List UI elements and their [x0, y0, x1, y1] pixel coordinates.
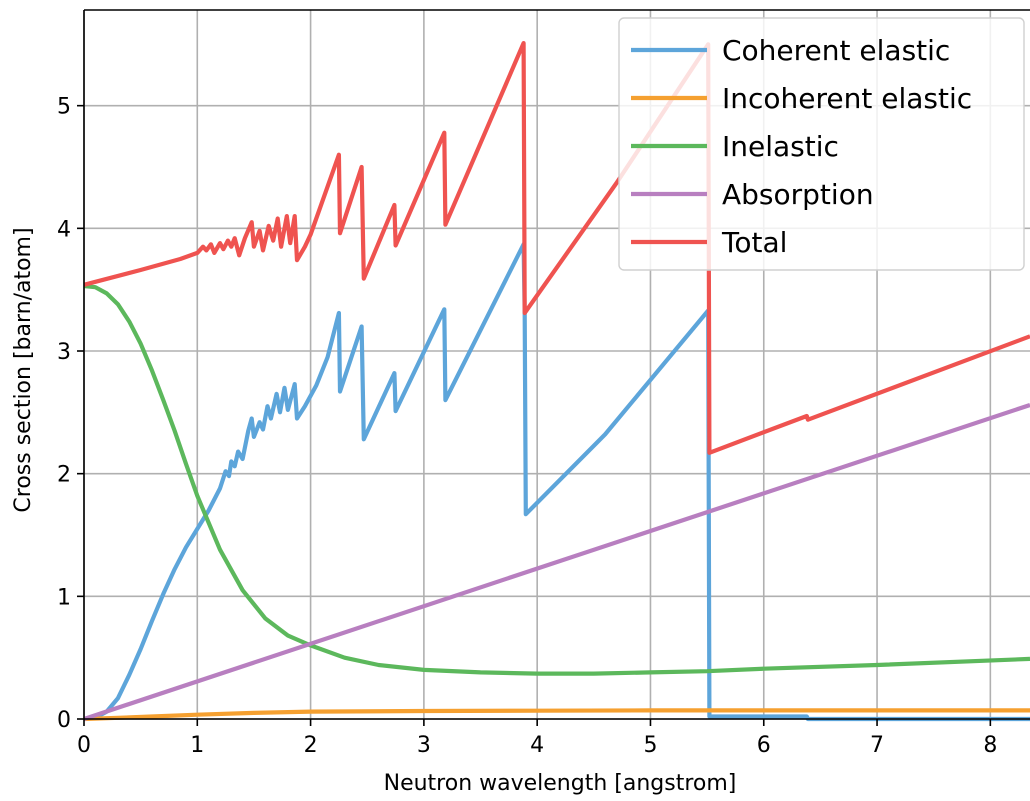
legend-label-absorption: Absorption	[722, 178, 874, 211]
series-line-coherent-elastic	[83, 242, 1030, 722]
x-tick-label: 8	[983, 733, 997, 758]
x-tick-label: 0	[77, 733, 91, 758]
y-tick-label: 2	[57, 463, 71, 488]
y-axis-label: Cross section [barn/atom]	[11, 227, 36, 512]
legend-label-total: Total	[721, 226, 787, 259]
axis-ticks: 0 1 2 3 4 5 6 7 8 0 1 2 3 4 5	[57, 95, 997, 758]
series-line-total	[83, 41, 1030, 455]
legend-label-incoherent-elastic: Incoherent elastic	[722, 82, 972, 115]
legend: Coherent elastic Incoherent elastic Inelas…	[618, 17, 1025, 271]
y-tick-label: 0	[57, 708, 71, 733]
legend-label-inelastic: Inelastic	[722, 130, 839, 163]
series-line-inelastic	[83, 283, 1030, 676]
x-tick-label: 5	[643, 733, 657, 758]
series-line-incoherent-elastic	[83, 708, 1030, 722]
x-tick-label: 4	[530, 733, 544, 758]
x-tick-label: 6	[757, 733, 771, 758]
x-axis-label: Neutron wavelength [angstrom]	[384, 771, 737, 796]
legend-label-coherent-elastic: Coherent elastic	[722, 34, 950, 67]
y-tick-label: 1	[57, 585, 71, 610]
x-tick-label: 1	[190, 733, 204, 758]
x-tick-label: 3	[417, 733, 431, 758]
series-line-absorption	[83, 403, 1030, 721]
y-tick-label: 3	[57, 340, 71, 365]
legend-box	[618, 17, 1025, 271]
x-tick-label: 2	[304, 733, 318, 758]
y-tick-label: 4	[57, 217, 71, 242]
y-tick-label: 5	[57, 95, 71, 120]
x-tick-label: 7	[870, 733, 884, 758]
series-lines	[83, 41, 1030, 722]
plot-frame	[83, 9, 1030, 720]
